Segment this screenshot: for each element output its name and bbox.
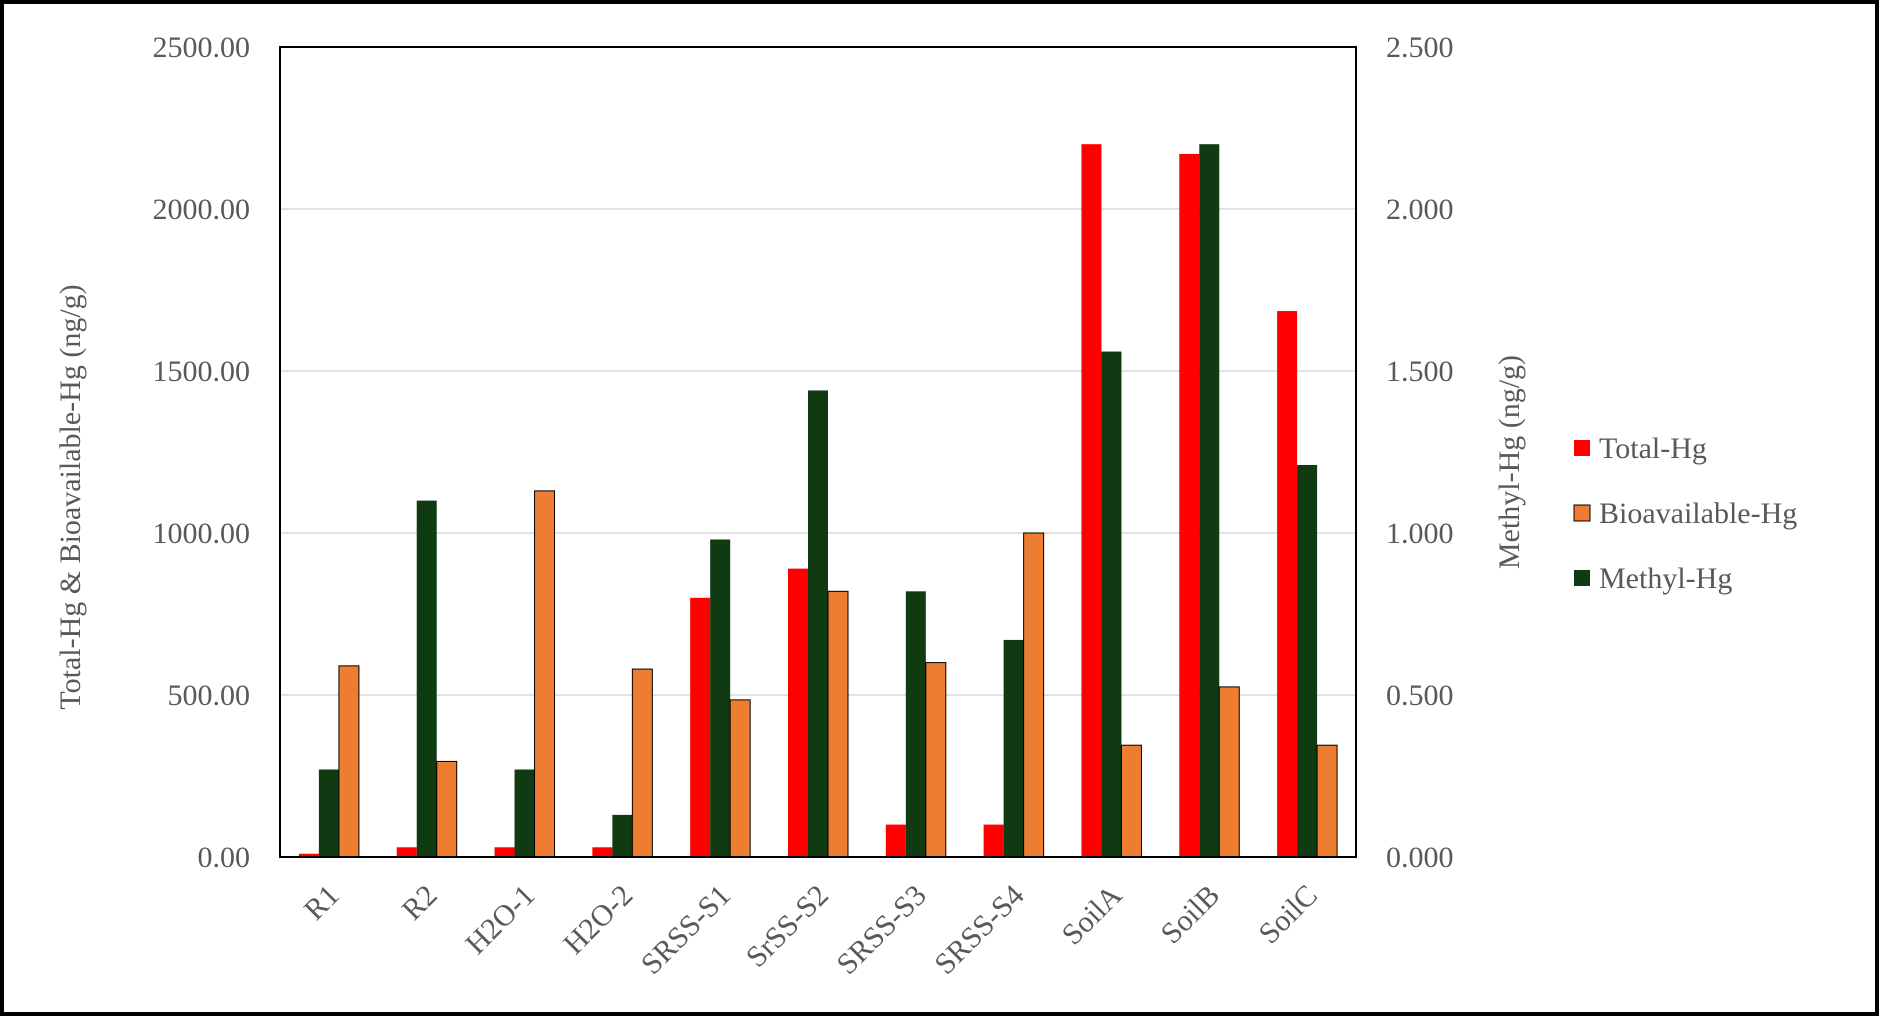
legend-swatch-methyl-hg <box>1574 570 1590 586</box>
x-tick-label: H2O-1 <box>459 879 541 961</box>
bar-total-hg-srss-s1 <box>690 597 711 857</box>
legend: Total-Hg Bioavailable-Hg Methyl-Hg <box>1573 432 1797 595</box>
x-tick-label: H2O-2 <box>557 879 639 961</box>
y-axis-left-ticks: 0.00 500.00 1000.00 1500.00 2000.00 2500.00 <box>153 31 251 874</box>
bar-total-hg-soilc <box>1277 311 1298 857</box>
plot-area <box>279 46 1357 858</box>
bar-bioavailable-hg-srss-s2 <box>827 590 849 858</box>
x-tick-label: SRSS-S3 <box>830 879 932 981</box>
bar-total-hg-srss-s4 <box>983 824 1004 857</box>
bar-bioavailable-hg-soilb <box>1218 686 1240 858</box>
y-tick-label-left: 0.00 <box>198 841 251 874</box>
bar-methyl-hg-r1 <box>318 769 339 857</box>
legend-label: Bioavailable-Hg <box>1599 497 1797 530</box>
y-tick-label-right: 2.000 <box>1386 193 1454 226</box>
bar-methyl-hg-srss-s1 <box>710 539 731 857</box>
bar-bioavailable-hg-r1 <box>338 665 360 858</box>
y-tick-label-left: 2000.00 <box>153 193 251 226</box>
bar-methyl-hg-h2o-2 <box>612 814 633 857</box>
y-axis-right-title: Methyl-Hg (ng/g) <box>1493 355 1526 569</box>
y-axis-left-title: Total-Hg & Bioavailable-Hg (ng/g) <box>54 284 87 709</box>
bar-total-hg-soila <box>1081 144 1102 857</box>
bar-methyl-hg-r2 <box>416 500 437 857</box>
bar-methyl-hg-srss-s3 <box>905 591 926 857</box>
bar-bioavailable-hg-h2o-1 <box>534 490 556 858</box>
legend-swatch-bioavailable-hg <box>1573 504 1591 522</box>
y-tick-label-left: 2500.00 <box>153 31 251 64</box>
bar-bioavailable-hg-srss-s1 <box>729 699 751 858</box>
x-tick-label: R2 <box>396 879 444 927</box>
bar-methyl-hg-srss-s4 <box>1003 639 1024 857</box>
chart: 0.00 500.00 1000.00 1500.00 2000.00 2500.00 0… <box>54 31 1797 981</box>
legend-label: Total-Hg <box>1599 432 1707 465</box>
legend-swatch-total-hg <box>1574 440 1590 456</box>
bar-total-hg-h2o-1 <box>494 847 515 857</box>
x-tick-label: SrSS-S2 <box>740 879 835 974</box>
bar-total-hg-soilb <box>1179 153 1200 858</box>
bar-bioavailable-hg-r2 <box>436 760 458 858</box>
bar-methyl-hg-soila <box>1101 351 1122 857</box>
bar-methyl-hg-srss-s2 <box>808 390 828 857</box>
y-tick-label-right: 0.000 <box>1386 841 1454 874</box>
y-tick-label-right: 1.000 <box>1386 517 1454 550</box>
x-tick-label: SoilA <box>1056 878 1129 951</box>
bar-total-hg-r2 <box>396 847 417 857</box>
x-tick-label: SRSS-S1 <box>635 879 737 981</box>
x-tick-label: R1 <box>298 879 346 927</box>
x-tick-label: SoilC <box>1252 879 1324 951</box>
bar-total-hg-r1 <box>298 853 319 857</box>
y-tick-label-left: 1000.00 <box>153 517 251 550</box>
y-tick-label-right: 2.500 <box>1386 31 1454 64</box>
bar-methyl-hg-soilb <box>1199 144 1220 857</box>
y-axis-right-ticks: 0.000 0.500 1.000 1.500 2.000 2.500 <box>1386 31 1454 874</box>
y-tick-label-right: 0.500 <box>1386 679 1454 712</box>
bar-bioavailable-hg-h2o-2 <box>631 668 653 858</box>
legend-label: Methyl-Hg <box>1599 562 1732 595</box>
bar-total-hg-srss-s2 <box>788 568 808 857</box>
bar-bioavailable-hg-soila <box>1120 744 1142 858</box>
x-tick-label: SoilB <box>1155 879 1227 951</box>
bars <box>298 144 1338 858</box>
bar-bioavailable-hg-srss-s4 <box>1023 532 1045 858</box>
bar-bioavailable-hg-soilc <box>1316 744 1338 858</box>
bar-total-hg-srss-s3 <box>885 824 906 857</box>
bar-methyl-hg-h2o-1 <box>514 769 535 857</box>
y-tick-label-left: 1500.00 <box>153 355 251 388</box>
bar-methyl-hg-soilc <box>1297 464 1318 857</box>
x-tick-label: SRSS-S4 <box>928 879 1030 981</box>
y-tick-label-left: 500.00 <box>168 679 251 712</box>
bar-bioavailable-hg-srss-s3 <box>925 662 947 858</box>
y-tick-label-right: 1.500 <box>1386 355 1454 388</box>
bar-total-hg-h2o-2 <box>592 847 613 857</box>
